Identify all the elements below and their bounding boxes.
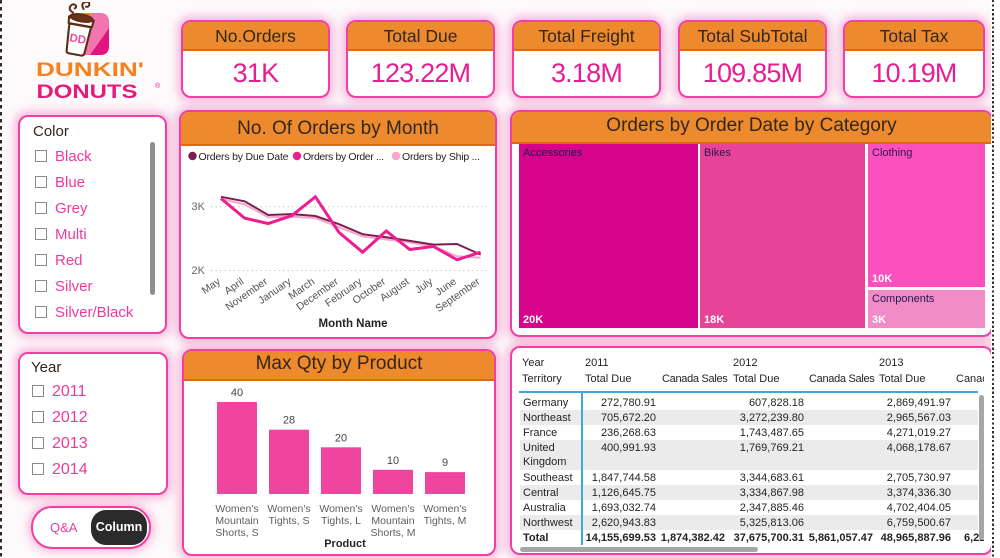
svg-text:DONUTS: DONUTS	[37, 82, 138, 103]
svg-text:May: May	[200, 275, 224, 297]
svg-text:Month Name: Month Name	[319, 318, 388, 330]
svg-text:20: 20	[335, 432, 347, 444]
svg-text:Tights, L: Tights, L	[321, 515, 361, 527]
svg-text:Orders by Due Date: Orders by Due Date	[199, 151, 289, 163]
svg-text:DUNKIN': DUNKIN'	[36, 60, 144, 81]
svg-text:Tights, S: Tights, S	[268, 515, 309, 527]
svg-text:Orders by Order ...: Orders by Order ...	[303, 151, 384, 163]
svg-text:®: ®	[155, 82, 161, 90]
svg-text:Shorts, S: Shorts, S	[215, 527, 258, 539]
svg-text:3K: 3K	[192, 201, 206, 213]
svg-text:Shorts, M: Shorts, M	[371, 527, 416, 539]
svg-text:Women's: Women's	[371, 503, 414, 515]
svg-text:Mountain: Mountain	[371, 515, 414, 527]
svg-text:Product: Product	[324, 538, 366, 550]
svg-text:Orders by Ship ...: Orders by Ship ...	[402, 151, 480, 163]
svg-text:Women's: Women's	[215, 503, 258, 515]
svg-text:Tights, M: Tights, M	[424, 515, 467, 527]
svg-text:9: 9	[442, 457, 448, 469]
svg-text:Women's: Women's	[319, 503, 362, 515]
svg-text:2K: 2K	[192, 265, 206, 277]
svg-text:10: 10	[387, 455, 399, 467]
svg-text:Women's: Women's	[423, 503, 466, 515]
svg-text:28: 28	[283, 415, 295, 427]
svg-text:40: 40	[231, 387, 243, 399]
svg-text:Women's: Women's	[267, 503, 310, 515]
svg-text:July: July	[413, 275, 436, 296]
svg-text:DD: DD	[68, 32, 86, 47]
svg-text:Mountain: Mountain	[215, 515, 258, 527]
